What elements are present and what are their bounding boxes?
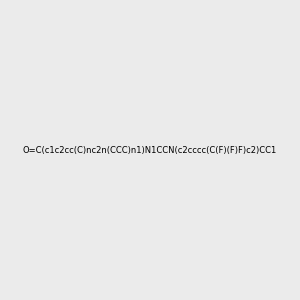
Text: O=C(c1c2cc(C)nc2n(CCC)n1)N1CCN(c2cccc(C(F)(F)F)c2)CC1: O=C(c1c2cc(C)nc2n(CCC)n1)N1CCN(c2cccc(C(… [23,146,277,154]
